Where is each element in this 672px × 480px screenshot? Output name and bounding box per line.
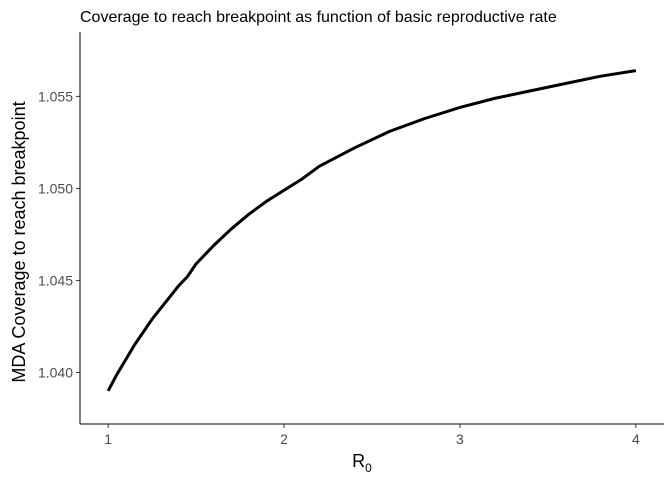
- y-tick-label: 1.045: [38, 272, 73, 288]
- series-line: [106, 69, 637, 392]
- x-tick-label: 1: [104, 431, 112, 447]
- x-axis-label: R0: [352, 451, 372, 475]
- x-tick-label: 4: [632, 431, 640, 447]
- y-tick-label: 1.040: [38, 364, 73, 380]
- y-tick-label: 1.050: [38, 180, 73, 196]
- x-axis-label-main: R: [352, 451, 365, 471]
- plot-area: 1.040 1.045 1.050 1.055 1 2 3 4: [38, 32, 664, 447]
- x-tick-label: 2: [280, 431, 288, 447]
- y-axis-ticks: 1.040 1.045 1.050 1.055: [38, 88, 80, 380]
- x-axis-label-subscript: 0: [365, 461, 372, 475]
- chart-title: Coverage to reach breakpoint as function…: [80, 9, 557, 26]
- y-axis-label: MDA Coverage to reach breakpoint: [9, 101, 29, 382]
- x-axis-ticks: 1 2 3 4: [104, 424, 640, 447]
- x-tick-label: 3: [456, 431, 464, 447]
- y-tick-label: 1.055: [38, 88, 73, 104]
